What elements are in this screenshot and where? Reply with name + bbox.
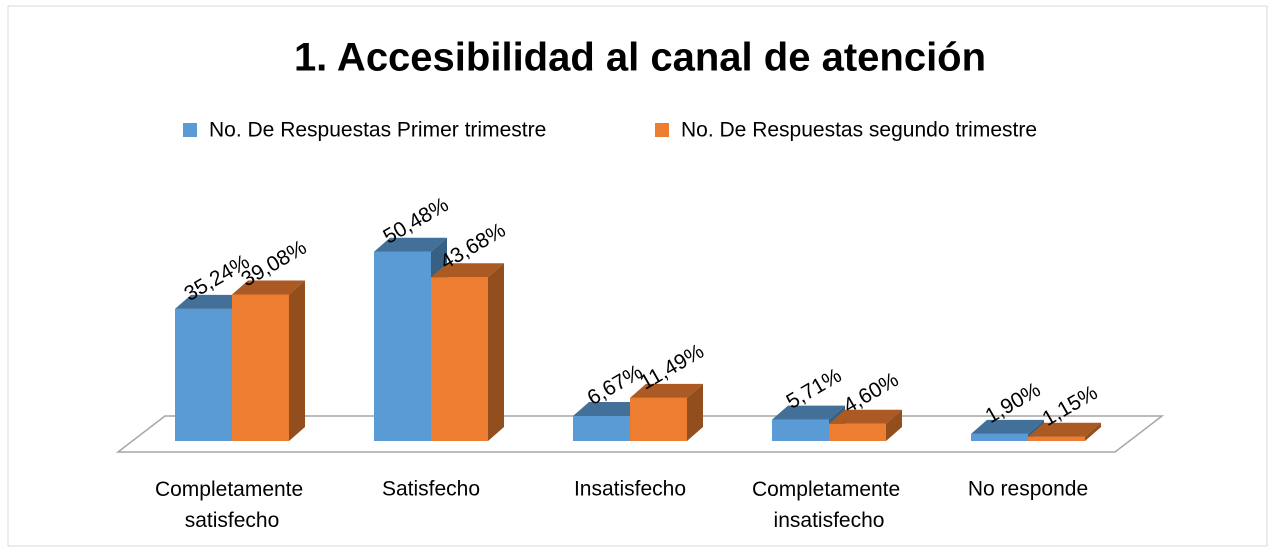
bar-top	[772, 405, 845, 420]
chart-title: 1. Accesibilidad al canal de atención	[294, 36, 986, 80]
legend-swatch	[183, 123, 197, 137]
bar-front	[1028, 436, 1085, 441]
legend-swatch	[655, 123, 669, 137]
x-tick-label: Insatisfecho	[574, 478, 686, 501]
x-tick-line: satisfecho	[185, 509, 280, 532]
bar-top	[175, 294, 248, 309]
x-tick-label: Completamente insatisfecho	[752, 478, 906, 532]
bar-side	[687, 383, 703, 441]
bar-front	[971, 433, 1028, 441]
bar-side	[289, 280, 305, 441]
bar-side	[1085, 422, 1101, 441]
bar-top	[573, 401, 646, 416]
x-tick-line: Completamente	[752, 478, 906, 501]
bar-side	[886, 409, 902, 441]
bar-front	[232, 294, 289, 441]
legend-label: No. De Respuestas segundo trimestre	[681, 119, 1037, 142]
bar-front	[829, 423, 886, 441]
bar-front	[431, 277, 488, 441]
bar-top	[971, 419, 1044, 434]
bar-top	[374, 237, 447, 252]
chart-border	[7, 5, 1268, 547]
bar-front	[374, 251, 431, 441]
bar-top	[431, 263, 504, 278]
bar-top	[232, 280, 305, 295]
bar-top	[630, 383, 703, 398]
bar-front	[630, 397, 687, 441]
bar-front	[573, 415, 630, 441]
x-tick-label: No responde	[968, 478, 1088, 501]
bar-top	[829, 409, 902, 424]
x-tick-line: Completamente	[155, 478, 309, 501]
bar-front	[175, 308, 232, 441]
x-tick-line: insatisfecho	[774, 509, 885, 532]
bar-side	[488, 263, 504, 441]
x-tick-label: Satisfecho	[382, 478, 480, 501]
legend-label: No. De Respuestas Primer trimestre	[209, 119, 546, 142]
bar-front	[772, 419, 829, 441]
bar-top	[1028, 422, 1101, 437]
x-tick-label: Completamente satisfecho	[155, 478, 309, 532]
